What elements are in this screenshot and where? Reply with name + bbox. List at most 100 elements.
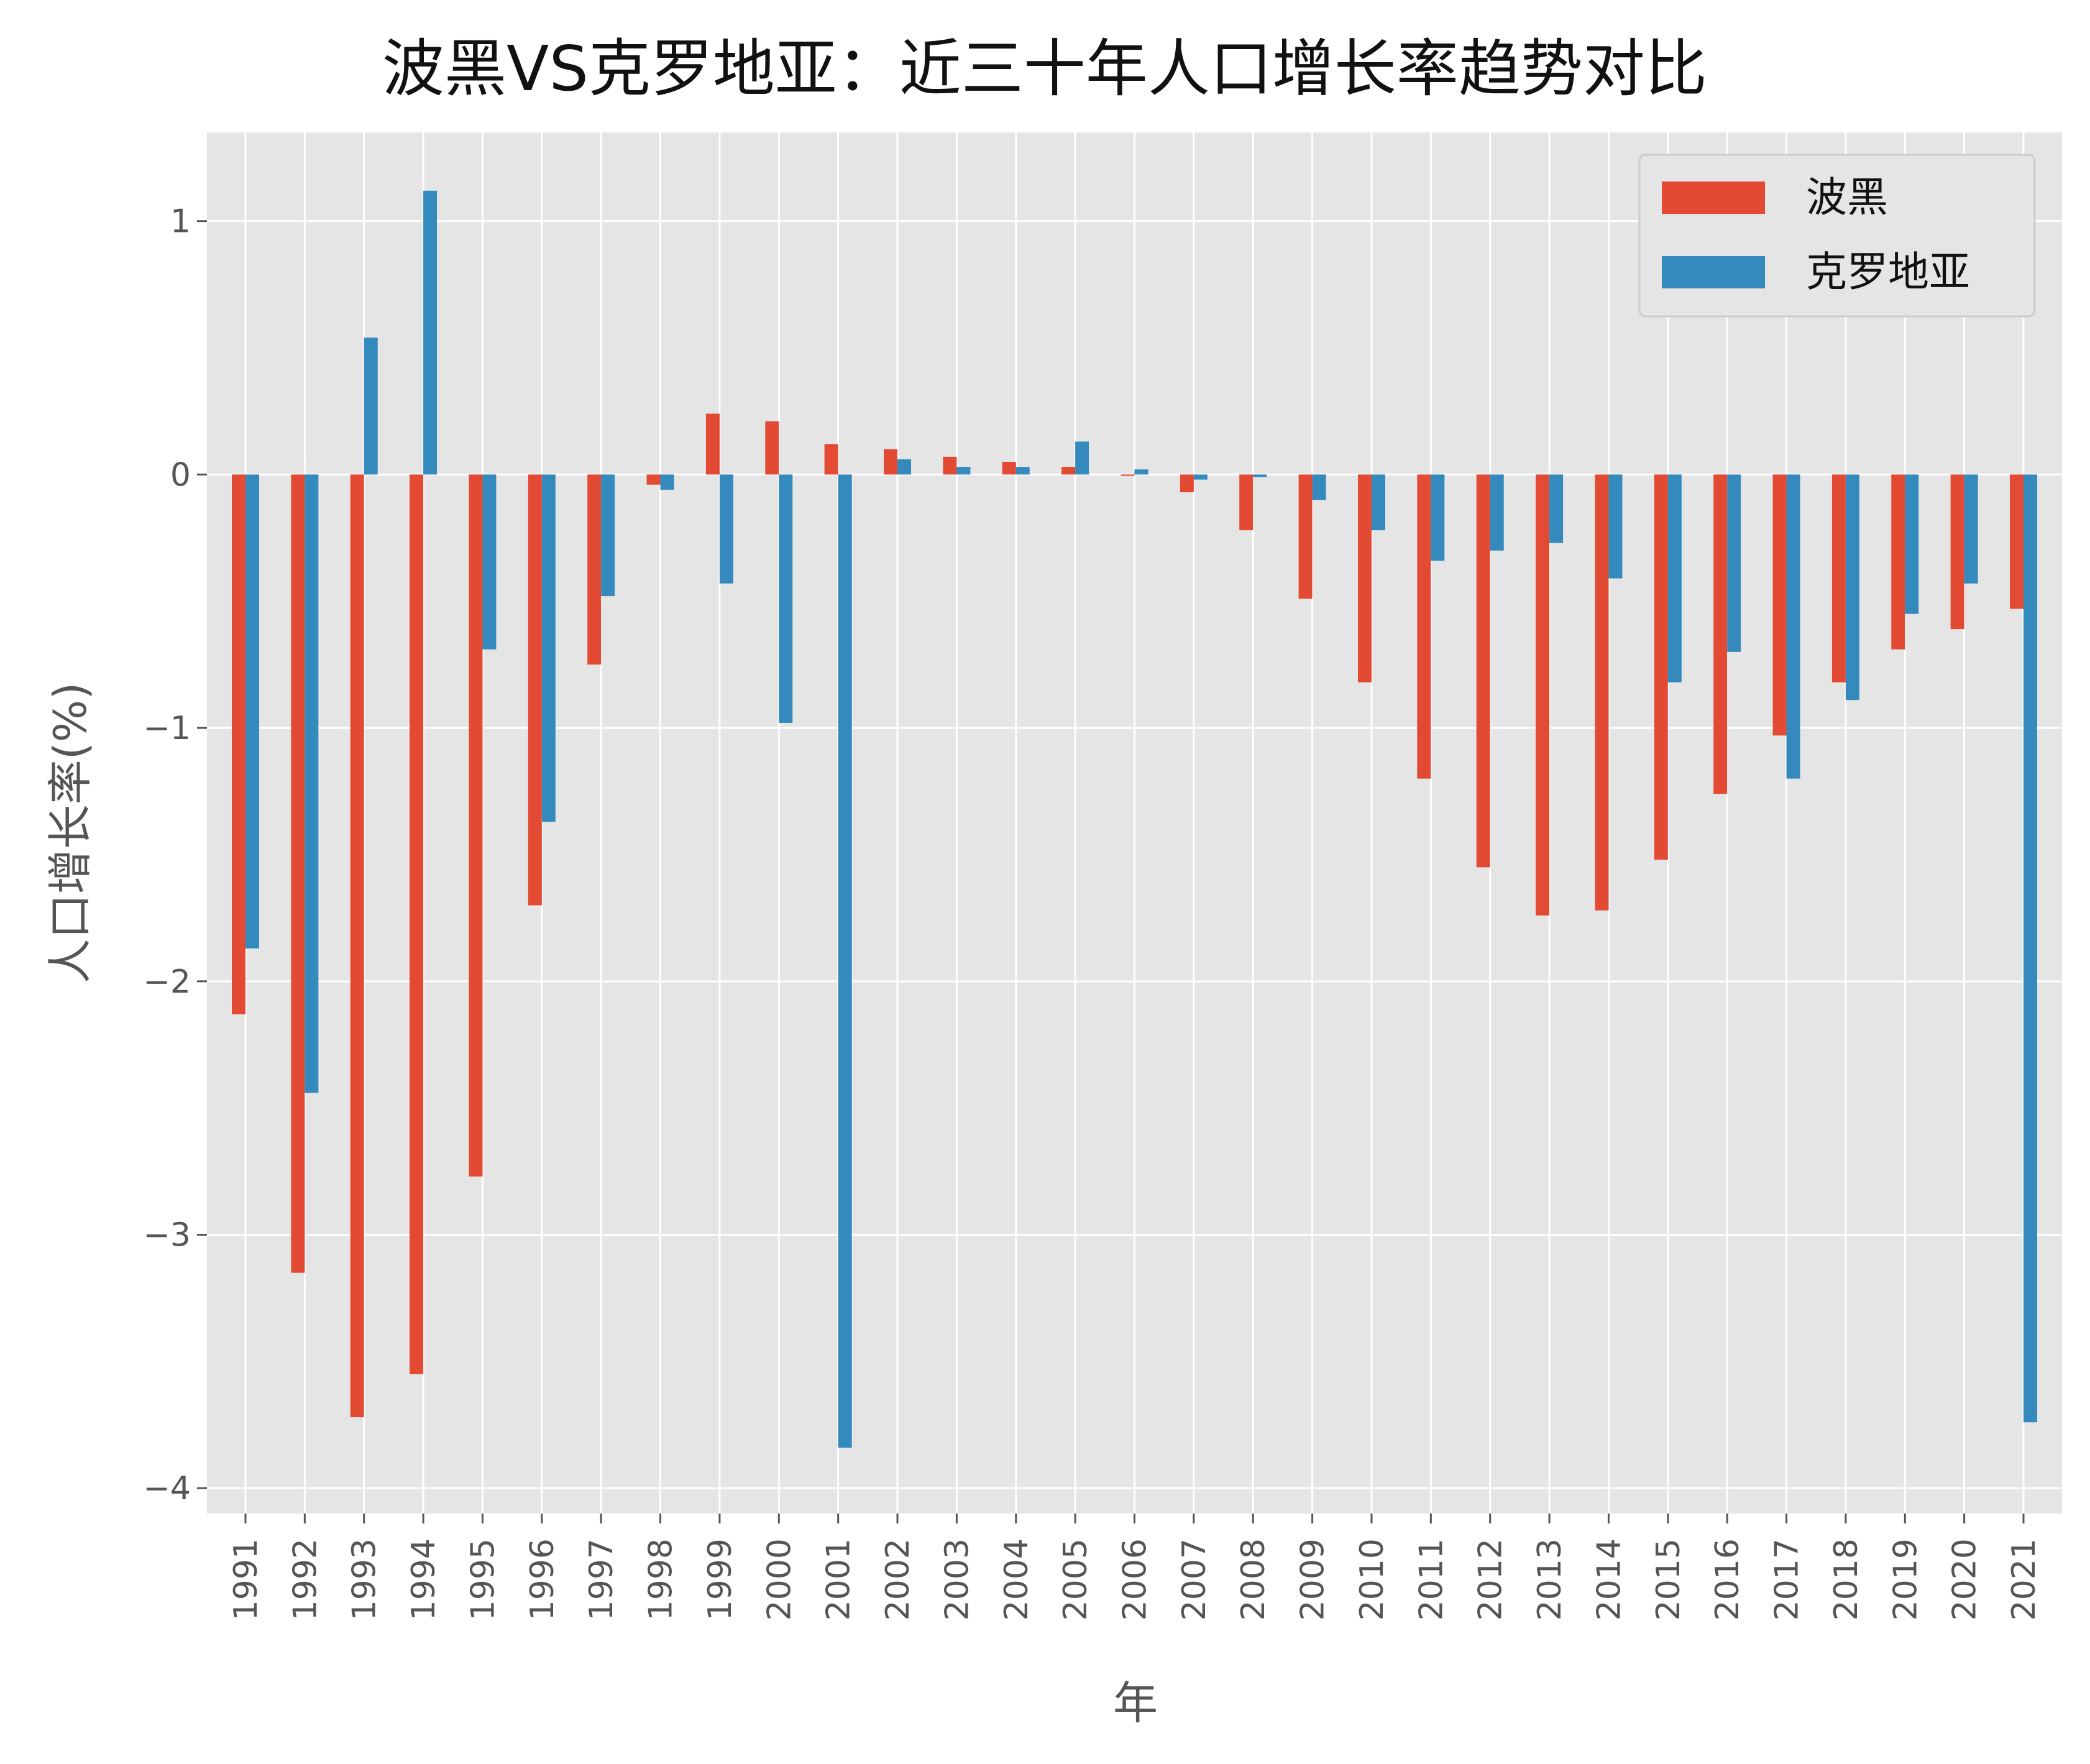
bar-croatia-1999 [719,474,733,584]
bar-croatia-2011 [1431,474,1445,561]
x-tick-label: 2014 [1590,1538,1628,1620]
x-tick-label: 2020 [1946,1538,1984,1620]
bar-bohei-2003 [943,456,957,475]
bar-bohei-2012 [1476,474,1490,868]
bar-bohei-1993 [350,474,364,1418]
y-tick-label: 1 [170,203,191,241]
bar-croatia-2002 [897,459,912,475]
y-tick-label: −1 [143,710,191,747]
bar-croatia-2006 [1134,469,1148,475]
x-tick-label: 1991 [227,1538,265,1620]
x-tick-label: 2021 [2005,1538,2043,1620]
bar-croatia-2013 [1549,474,1564,543]
bar-croatia-2008 [1253,474,1267,477]
bar-bohei-2000 [765,421,779,475]
bar-croatia-2001 [838,474,852,1448]
bar-bohei-2009 [1298,474,1313,599]
legend-label-bohei: 波黑 [1806,173,1888,221]
y-tick-label: 0 [170,456,191,494]
bar-croatia-1995 [482,474,497,650]
legend: 波黑 克罗地亚 [1638,154,2036,318]
x-tick-label: 2010 [1354,1538,1391,1620]
bar-bohei-2013 [1536,474,1550,916]
bar-bohei-2015 [1654,474,1668,860]
bar-bohei-1997 [587,474,602,665]
bar-croatia-1994 [423,190,438,475]
bar-bohei-2006 [1121,474,1135,476]
bar-bohei-2005 [1061,467,1076,475]
bar-bohei-2002 [884,449,898,475]
bar-croatia-2017 [1786,474,1800,779]
legend-swatch-bohei [1662,181,1765,214]
bar-bohei-2017 [1772,474,1787,736]
x-tick-label: 1992 [286,1538,324,1620]
x-tick-label: 2015 [1650,1538,1687,1620]
y-tick-label: −4 [143,1470,191,1507]
bar-croatia-2014 [1608,474,1623,579]
y-tick-label: −3 [143,1217,191,1254]
bar-bohei-2021 [2010,474,2024,609]
bar-croatia-2020 [1964,474,1978,584]
bar-bohei-2014 [1595,474,1609,911]
bar-bohei-2008 [1239,474,1254,531]
x-tick-label: 1996 [524,1538,561,1620]
bar-bohei-1994 [410,474,424,1374]
x-tick-label: 2009 [1295,1538,1332,1620]
bar-bohei-2020 [1950,474,1964,630]
bar-bohei-1999 [705,413,720,475]
bar-croatia-1993 [364,338,378,475]
bar-bohei-2018 [1831,474,1846,682]
bar-bohei-2001 [824,444,838,475]
bar-croatia-1997 [601,474,615,597]
bar-croatia-2018 [1845,474,1859,701]
x-tick-label: 1997 [583,1538,620,1620]
bar-bohei-2011 [1417,474,1431,779]
chart-title: 波黑VS克罗地亚：近三十年人口增长率趋势对比 [382,32,1707,105]
bar-bohei-1991 [231,474,245,1014]
x-tick-label: 2018 [1828,1538,1865,1620]
x-tick-label: 2000 [761,1538,798,1620]
x-tick-label: 2013 [1531,1538,1569,1620]
y-tick-label: −2 [143,963,191,1001]
bar-bohei-1992 [291,474,305,1273]
bar-croatia-1998 [660,474,674,490]
bar-bohei-2019 [1891,474,1905,650]
x-tick-label: 1993 [346,1538,383,1620]
x-tick-label: 1994 [405,1538,442,1620]
bar-bohei-2016 [1713,474,1728,794]
bar-croatia-1992 [305,474,319,1093]
x-tick-label: 2001 [820,1538,858,1620]
legend-swatch-croatia [1662,256,1765,288]
bar-bohei-2010 [1357,474,1372,682]
x-tick-label: 2003 [938,1538,976,1620]
x-axis-label: 年 [1113,1677,1158,1729]
bar-bohei-1996 [528,474,542,906]
bar-croatia-2010 [1371,474,1385,531]
bar-croatia-2015 [1667,474,1682,682]
x-tick-label: 1999 [702,1538,739,1620]
bar-croatia-2004 [1015,467,1030,475]
bar-bohei-2007 [1180,474,1194,492]
bar-bohei-2004 [1002,462,1016,475]
bar-croatia-1991 [245,474,259,949]
bar-bohei-1995 [469,474,483,1177]
bar-croatia-2019 [1905,474,1919,614]
x-tick-label: 2016 [1709,1538,1746,1620]
y-axis-label: 人口增长率(%) [44,682,96,984]
x-tick-label: 1995 [464,1538,502,1620]
x-tick-label: 2011 [1413,1538,1450,1620]
bar-croatia-2007 [1193,474,1208,480]
x-tick-label: 2002 [879,1538,917,1620]
bar-croatia-2000 [779,474,793,723]
bar-croatia-2016 [1727,474,1741,652]
legend-label-croatia: 克罗地亚 [1806,248,1970,296]
x-tick-label: 2012 [1472,1538,1510,1620]
x-tick-label: 2008 [1235,1538,1272,1620]
x-tick-label: 2005 [1057,1538,1094,1620]
bar-croatia-1996 [541,474,556,822]
x-tick-label: 2017 [1769,1538,1806,1620]
bar-croatia-2021 [2024,474,2038,1423]
bar-croatia-2003 [956,467,971,475]
bar-bohei-1998 [646,474,661,485]
